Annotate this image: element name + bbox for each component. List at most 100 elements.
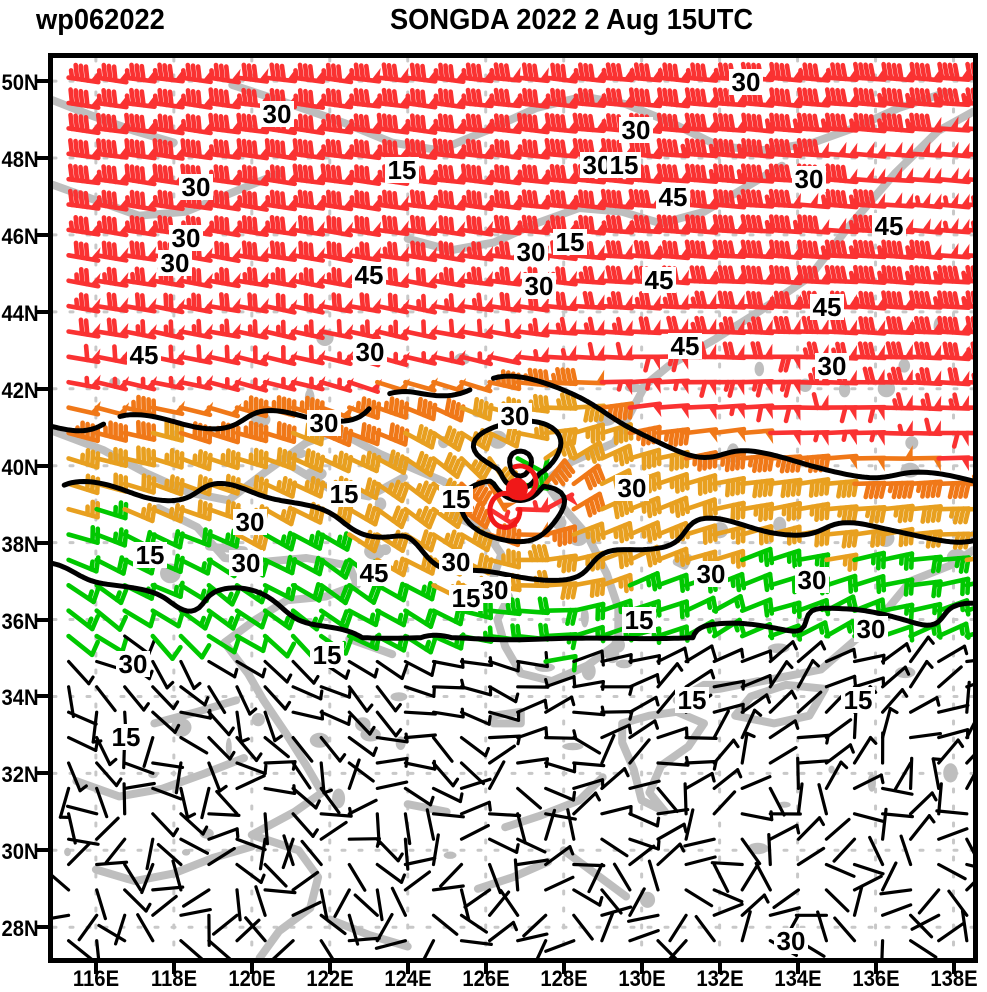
wind-barb-full (940, 64, 943, 78)
wind-barb-full (866, 484, 869, 498)
wind-barb-half (797, 825, 799, 833)
wind-barb-full (893, 318, 896, 332)
wind-barb-full (805, 90, 807, 104)
wind-barb-full (478, 91, 480, 105)
wind-barb-staff (742, 864, 758, 890)
wind-barb-full (726, 192, 728, 206)
wind-barb-full (305, 66, 307, 80)
wind-barb-full (272, 141, 273, 155)
wind-barb-half (212, 70, 213, 78)
wind-barb-full (165, 167, 166, 181)
wind-barb-full (968, 64, 971, 78)
wind-barb-full (306, 295, 307, 309)
wind-barb-full (590, 294, 593, 308)
wind-barb-full (945, 65, 948, 79)
wind-barb-pennant (922, 218, 931, 231)
contour-label: 30 (525, 271, 554, 301)
wind-barb-pennant (894, 192, 903, 206)
wind-barb-staff (181, 636, 202, 657)
wind-barb-full (725, 318, 728, 332)
wind-barb-half (656, 697, 658, 705)
wind-barb-half (268, 223, 269, 231)
wind-barb-full (810, 217, 812, 231)
wind-barb-full (244, 65, 246, 79)
wind-barb-half (464, 96, 465, 104)
wind-barb-half (604, 96, 605, 104)
wind-barb-half (324, 147, 325, 155)
wind-barb-full (866, 65, 869, 79)
wind-barb-full (328, 141, 330, 155)
wind-barb-staff (967, 839, 973, 866)
wind-barb-full (677, 478, 678, 492)
wind-barb-full (283, 478, 286, 492)
wind-barb-full (787, 167, 790, 181)
wind-barb-full (809, 268, 812, 282)
wind-barb-full (137, 142, 139, 156)
wind-barb-half (87, 378, 88, 386)
wind-barb-full (519, 115, 521, 129)
wind-barb-staff (349, 839, 379, 840)
wind-barb-full (279, 449, 280, 463)
wind-barb-full (368, 426, 370, 440)
wind-barb-full (198, 143, 200, 157)
wind-barb-full (507, 117, 509, 131)
wind-barb-full (748, 242, 751, 256)
wind-barb-full (697, 90, 699, 104)
wind-barb-half (423, 587, 425, 595)
wind-barb-full (401, 402, 402, 416)
wind-barb-full (502, 269, 504, 283)
wind-barb-full (675, 218, 677, 232)
wind-barb-full (871, 116, 873, 130)
wind-barb-staff (420, 941, 434, 958)
wind-barb-staff (349, 865, 365, 891)
wind-barb-full (339, 296, 340, 310)
wind-barb-full (311, 117, 312, 131)
wind-barb-full (552, 116, 554, 130)
wind-barb-full (923, 508, 925, 522)
wind-barb-half (340, 755, 345, 761)
wind-barb-half (229, 728, 233, 735)
wind-barb-full (731, 218, 734, 232)
wind-barb-full (390, 452, 393, 466)
wind-barb-full (446, 91, 448, 105)
wind-barb-full (160, 141, 161, 155)
wind-barb-full (810, 243, 813, 257)
wind-barb-full (339, 67, 341, 81)
wind-barb-full (390, 142, 392, 156)
wind-barb-half (453, 779, 457, 786)
wind-barb-full (473, 65, 475, 79)
wind-barb-full (580, 192, 582, 206)
wind-barb-full (440, 192, 442, 206)
wind-barb-full (799, 242, 801, 256)
wind-barb-full (529, 192, 531, 206)
wind-barb-full (557, 294, 559, 308)
wind-barb-full (681, 551, 683, 565)
wind-barb-half (436, 172, 437, 180)
wind-barb-half (632, 223, 634, 231)
wind-barb-full (524, 65, 526, 79)
wind-barb-full (558, 269, 560, 283)
wind-barb-half (536, 429, 537, 437)
storm-center-dot[interactable] (506, 478, 528, 500)
y-axis-tick (37, 925, 48, 929)
wind-barb-half (761, 553, 762, 561)
wind-barb-full (328, 116, 330, 130)
wind-barb-full (860, 344, 863, 358)
wind-barb-full (395, 117, 397, 131)
wind-barb-pennant (922, 193, 931, 207)
wind-barb-full (861, 268, 864, 282)
wind-barb-full (945, 90, 948, 104)
wind-barb-half (576, 96, 577, 104)
wind-barb-full (512, 430, 515, 444)
wind-barb-full (204, 503, 205, 517)
wind-barb-staff (546, 738, 576, 739)
wind-barb-full (75, 166, 77, 180)
wind-barb-full (776, 191, 779, 205)
wind-barb-full (479, 295, 481, 309)
wind-barb-half (792, 691, 796, 698)
wind-barb-full (103, 116, 105, 130)
wind-barb-staff (774, 890, 798, 908)
wind-barb-full (272, 167, 273, 181)
wind-barb-half (620, 604, 621, 612)
wind-barb-full (962, 580, 963, 594)
